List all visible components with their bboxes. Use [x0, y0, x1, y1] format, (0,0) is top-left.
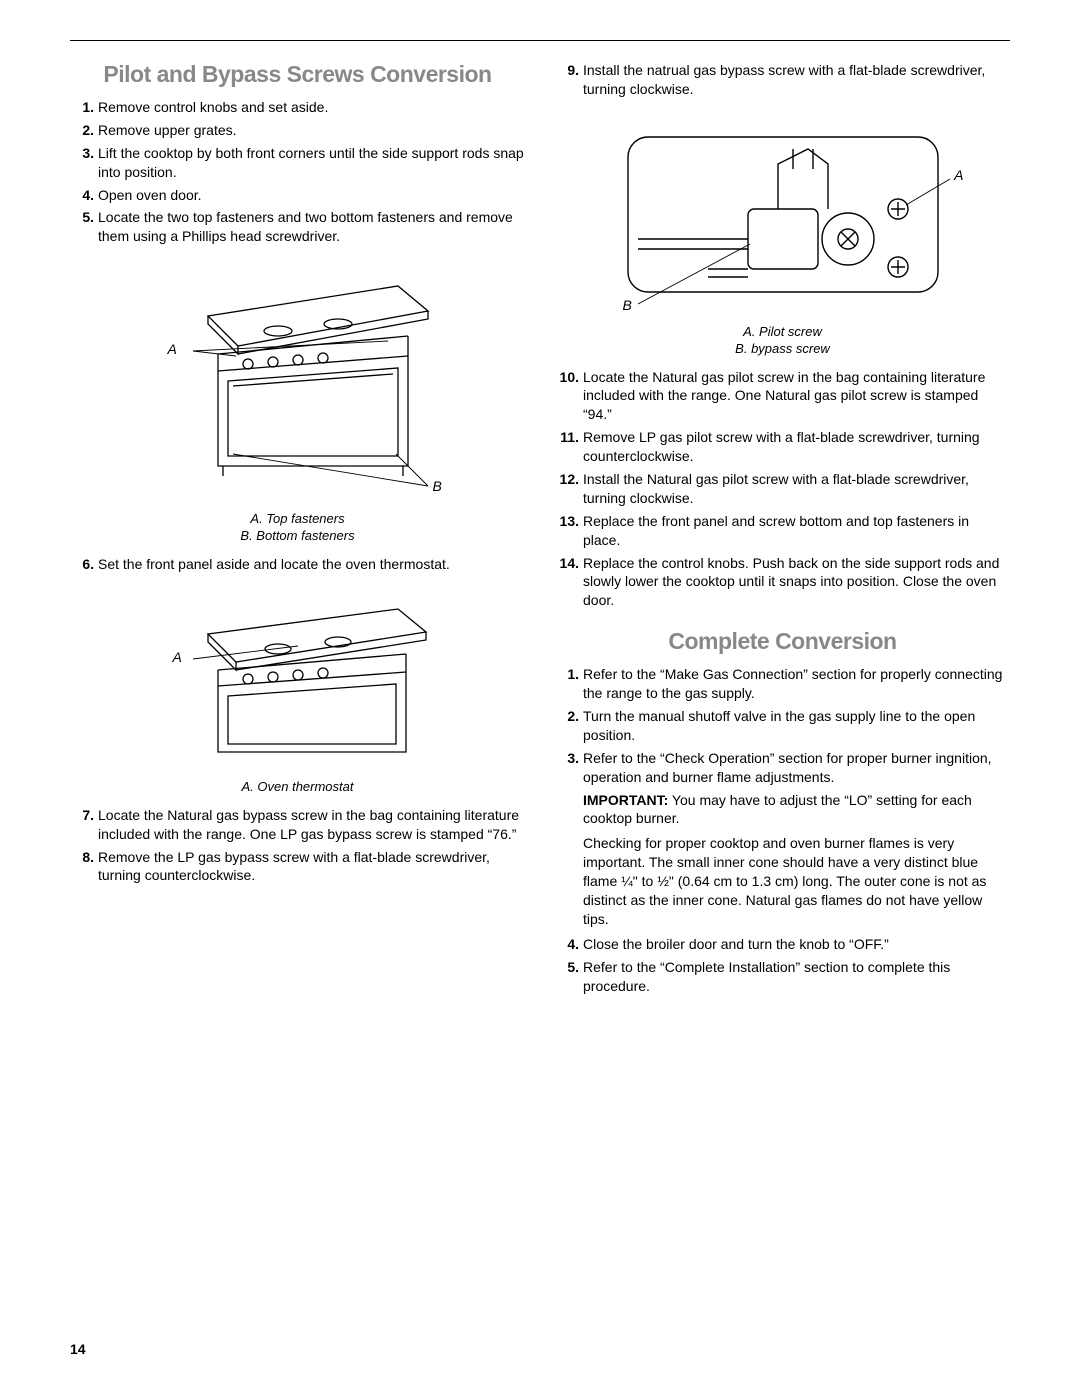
step-item: Refer to the “Check Operation” section f… — [555, 749, 1010, 787]
important-label: IMPORTANT: — [583, 792, 668, 808]
step-item: Remove control knobs and set aside. — [70, 98, 525, 117]
valve-assembly-diagram — [598, 109, 968, 319]
step-item: Remove upper grates. — [70, 121, 525, 140]
step-item: Locate the Natural gas pilot screw in th… — [555, 368, 1010, 425]
figure-label-b: B — [433, 478, 442, 494]
figure-label-a: A — [954, 167, 963, 183]
steps-list-2: Set the front panel aside and locate the… — [70, 555, 525, 574]
page-number: 14 — [70, 1341, 86, 1357]
figure-label-b: B — [623, 297, 632, 313]
figure-3: A B A. Pilot screw B. bypass screw — [555, 109, 1010, 358]
two-column-layout: Pilot and Bypass Screws Conversion Remov… — [70, 61, 1010, 1000]
step-item: Replace the control knobs. Push back on … — [555, 554, 1010, 611]
step-item: Locate the Natural gas bypass screw in t… — [70, 806, 525, 844]
figure-1: A B A. Top fasteners B. Bottom fasteners — [70, 256, 525, 545]
left-column: Pilot and Bypass Screws Conversion Remov… — [70, 61, 525, 1000]
figure-label-a: A — [168, 341, 177, 357]
steps-list-5: Locate the Natural gas pilot screw in th… — [555, 368, 1010, 611]
figure-2: A A. Oven thermostat — [70, 584, 525, 796]
caption-line: A. Top fasteners — [250, 511, 344, 526]
steps-list-1: Remove control knobs and set aside. Remo… — [70, 98, 525, 246]
step-item: Refer to the “Make Gas Connection” secti… — [555, 665, 1010, 703]
figure-1-caption: A. Top fasteners B. Bottom fasteners — [70, 511, 525, 545]
complete-steps-list: Refer to the “Make Gas Connection” secti… — [555, 665, 1010, 786]
important-note: IMPORTANT: You may have to adjust the “L… — [555, 791, 1010, 829]
step-item: Replace the front panel and screw bottom… — [555, 512, 1010, 550]
step-item: Turn the manual shutoff valve in the gas… — [555, 707, 1010, 745]
figure-label-a: A — [173, 649, 182, 665]
flame-check-paragraph: Checking for proper cooktop and oven bur… — [555, 834, 1010, 928]
step-item: Refer to the “Complete Installation” sec… — [555, 958, 1010, 996]
step-item: Open oven door. — [70, 186, 525, 205]
horizontal-rule — [70, 40, 1010, 41]
step-item: Locate the two top fasteners and two bot… — [70, 208, 525, 246]
section-heading-complete: Complete Conversion — [555, 628, 1010, 655]
step-item: Set the front panel aside and locate the… — [70, 555, 525, 574]
steps-list-3: Locate the Natural gas bypass screw in t… — [70, 806, 525, 886]
caption-line: B. bypass screw — [735, 341, 830, 356]
range-fasteners-diagram — [138, 256, 458, 506]
caption-line: B. Bottom fasteners — [240, 528, 354, 543]
step-item: Lift the cooktop by both front corners u… — [70, 144, 525, 182]
complete-steps-list-2: Close the broiler door and turn the knob… — [555, 935, 1010, 996]
step-item: Install the Natural gas pilot screw with… — [555, 470, 1010, 508]
figure-3-caption: A. Pilot screw B. bypass screw — [555, 324, 1010, 358]
figure-2-caption: A. Oven thermostat — [70, 779, 525, 796]
oven-thermostat-diagram — [148, 584, 448, 774]
step-item: Close the broiler door and turn the knob… — [555, 935, 1010, 954]
step-item: Remove the LP gas bypass screw with a fl… — [70, 848, 525, 886]
caption-line: A. Pilot screw — [743, 324, 822, 339]
steps-list-4: Install the natrual gas bypass screw wit… — [555, 61, 1010, 99]
step-item: Remove LP gas pilot screw with a flat-bl… — [555, 428, 1010, 466]
step-item: Install the natrual gas bypass screw wit… — [555, 61, 1010, 99]
right-column: Install the natrual gas bypass screw wit… — [555, 61, 1010, 1000]
section-heading-pilot: Pilot and Bypass Screws Conversion — [70, 61, 525, 88]
